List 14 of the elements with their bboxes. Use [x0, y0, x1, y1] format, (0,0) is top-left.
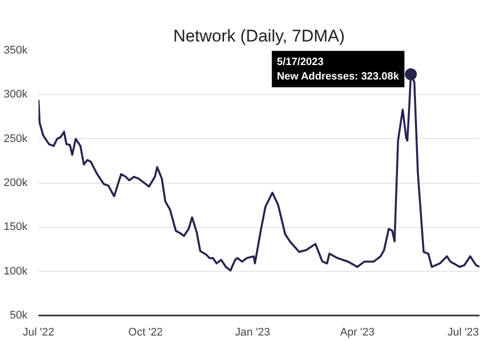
x-tick-label: Apr '23	[340, 326, 375, 338]
y-tick-label: 150k	[4, 221, 28, 234]
y-tick-label: 50k	[10, 310, 28, 322]
y-tick-label: 200k	[4, 177, 28, 189]
chart-title: Network (Daily, 7DMA)	[173, 26, 345, 46]
x-tick-label: Jul '23	[447, 326, 479, 338]
x-tick-label: Jan '23	[235, 326, 270, 338]
y-tick-label: 100k	[4, 265, 28, 278]
x-tick-label: Jul '22	[22, 326, 54, 338]
y-tick-label: 300k	[4, 88, 28, 101]
y-tick-label: 350k	[4, 44, 28, 56]
x-tick-label: Oct '22	[128, 326, 163, 338]
annotation: 5/17/2023 New Addresses: 323.08k	[276, 56, 400, 82]
y-tick-label: 250k	[4, 132, 28, 145]
